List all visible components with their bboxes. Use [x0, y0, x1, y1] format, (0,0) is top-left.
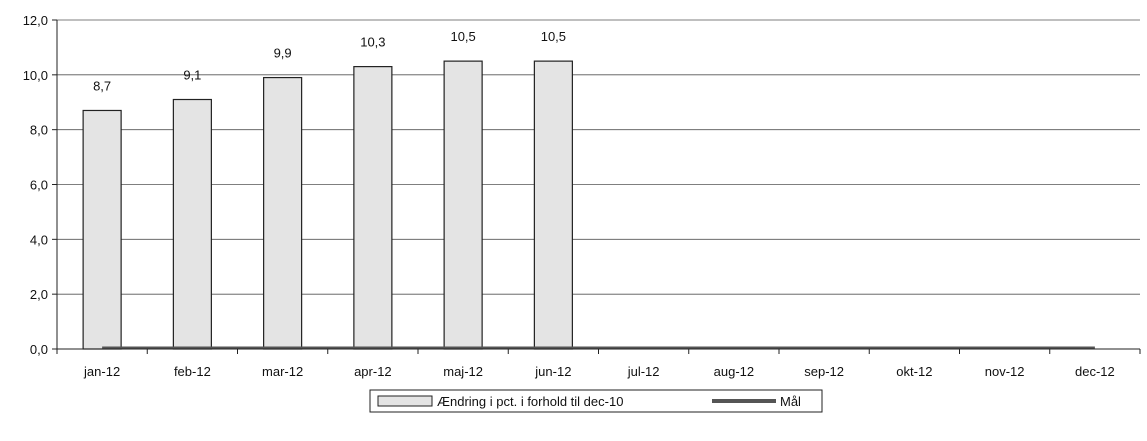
legend: Ændring i pct. i forhold til dec-10 Mål: [369, 389, 823, 413]
y-tick-label: 12,0: [23, 13, 48, 28]
y-tick-label: 0,0: [30, 342, 48, 357]
legend-bar-swatch: [377, 395, 433, 407]
x-tick-label: feb-12: [174, 364, 211, 379]
y-tick-label: 6,0: [30, 178, 48, 193]
x-tick-label: maj-12: [443, 364, 483, 379]
bar: [533, 60, 573, 350]
bar-data-label: 10,5: [450, 29, 475, 44]
x-tick-label: nov-12: [985, 364, 1025, 379]
x-tick-label: dec-12: [1075, 364, 1115, 379]
bar-series: 8,7 9,1 9,9 10,3 10,5 10,5: [82, 29, 573, 350]
legend-bar-label: Ændring i pct. i forhold til dec-10: [437, 394, 623, 409]
y-tick-label: 10,0: [23, 68, 48, 83]
y-axis: 0,0 2,0 4,0 6,0 8,0 10,0 12,0: [23, 13, 58, 357]
x-tick-label: aug-12: [714, 364, 754, 379]
bar: [353, 66, 393, 350]
bar-data-label: 10,5: [541, 29, 566, 44]
x-axis: jan-12 feb-12 mar-12 apr-12 maj-12 jun-12 jul-…: [56, 348, 1141, 379]
legend-line-label: Mål: [780, 394, 801, 409]
bar-data-label: 9,9: [274, 46, 292, 61]
legend-box: [369, 389, 823, 413]
bar: [172, 98, 212, 350]
x-tick-label: jul-12: [627, 364, 660, 379]
y-tick-label: 4,0: [30, 232, 48, 247]
y-tick-label: 8,0: [30, 123, 48, 138]
gridlines: [57, 19, 1140, 295]
y-tick-label: 2,0: [30, 287, 48, 302]
x-tick-label: okt-12: [896, 364, 932, 379]
x-tick-label: apr-12: [354, 364, 392, 379]
bar: [263, 76, 303, 350]
bar: [443, 60, 483, 350]
x-tick-label: mar-12: [262, 364, 303, 379]
bar-data-label: 9,1: [183, 68, 201, 83]
x-tick-label: jun-12: [534, 364, 571, 379]
bar: [82, 109, 122, 350]
x-tick-label: sep-12: [804, 364, 844, 379]
x-tick-label: jan-12: [83, 364, 120, 379]
bar-data-label: 8,7: [93, 78, 111, 93]
bar-data-label: 10,3: [360, 35, 385, 50]
